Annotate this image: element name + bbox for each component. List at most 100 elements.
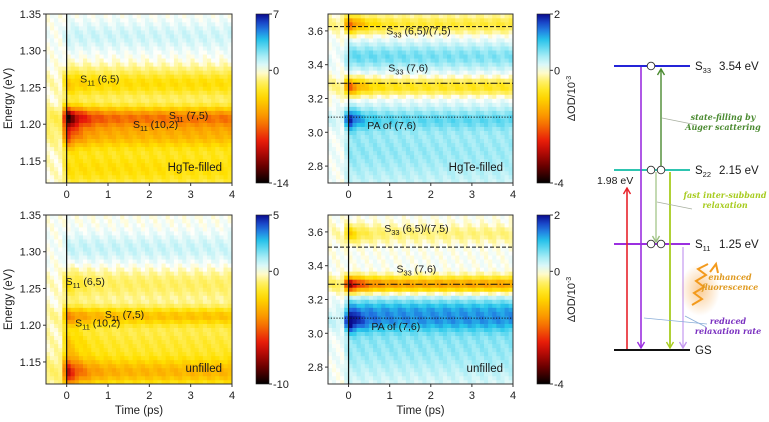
heatmap-cell <box>70 271 76 276</box>
heatmap-cell <box>455 94 460 99</box>
heatmap-cell <box>132 45 138 51</box>
heatmap-cell <box>49 339 55 345</box>
heatmap-cell <box>124 62 129 67</box>
heatmap-cell <box>95 311 101 316</box>
heatmap-cell <box>328 82 333 87</box>
heatmap-cell <box>186 14 191 19</box>
heatmap-cell <box>103 14 109 19</box>
heatmap-cell <box>190 41 196 47</box>
heatmap-cell <box>66 234 72 240</box>
heatmap-cell <box>508 106 513 111</box>
heatmap-cell <box>393 50 399 55</box>
heatmap-cell <box>344 122 349 127</box>
heatmap-cell <box>202 45 208 51</box>
heatmap-cell <box>475 94 481 99</box>
heatmap-cell <box>211 14 216 19</box>
heatmap-cell <box>99 122 105 127</box>
heatmap-cell <box>95 58 101 63</box>
heatmap-cell <box>62 178 67 183</box>
heatmap-cell <box>83 166 88 172</box>
heatmap-cell <box>418 66 423 71</box>
heatmap-cell <box>455 162 460 168</box>
heatmap-cell <box>132 242 138 248</box>
heatmap-cell <box>107 351 113 357</box>
heatmap-cell <box>364 130 370 136</box>
heatmap-cell <box>83 74 88 79</box>
heatmap-cell <box>95 130 101 136</box>
heatmap-cell <box>49 158 55 164</box>
heatmap-cell <box>49 130 55 136</box>
heatmap-cell <box>62 154 67 160</box>
heatmap-cell <box>91 327 96 332</box>
heatmap-cell <box>336 122 341 127</box>
heatmap-cell <box>157 110 163 115</box>
heatmap-cell <box>360 14 366 19</box>
heatmap-cell <box>62 82 67 87</box>
heatmap-cell <box>368 41 374 47</box>
heatmap-cell <box>356 50 362 55</box>
heatmap-cell <box>352 62 358 67</box>
heatmap-cell <box>165 90 171 95</box>
heatmap-cell <box>58 126 63 131</box>
heatmap-cell <box>410 82 415 87</box>
heatmap-cell <box>62 122 67 127</box>
heatmap-cell <box>145 367 150 373</box>
heatmap-cell <box>447 174 452 180</box>
heatmap-cell <box>120 29 125 35</box>
heatmap-cell <box>78 54 84 59</box>
heatmap-cell <box>451 86 456 91</box>
heatmap-cell <box>405 90 411 95</box>
heatmap-cell <box>393 14 399 19</box>
heatmap-cell <box>136 170 142 176</box>
heatmap-cell <box>364 41 370 47</box>
heatmap-cell <box>132 339 138 345</box>
heatmap-cell <box>377 122 382 127</box>
heatmap-cell <box>173 50 179 55</box>
heatmap-cell <box>389 102 395 107</box>
heatmap-cell <box>99 242 105 248</box>
heatmap-cell <box>430 134 436 140</box>
heatmap-cell <box>484 78 489 83</box>
heatmap-cell <box>120 295 125 300</box>
heatmap-cell <box>136 106 142 111</box>
heatmap-cell <box>356 130 362 136</box>
heatmap-cell <box>83 351 88 357</box>
heatmap-cell <box>207 150 212 156</box>
heatmap-cell <box>405 45 411 51</box>
heatmap-cell <box>393 98 399 103</box>
heatmap-cell <box>418 25 423 31</box>
colorbar-label-base: ΔOD/10 <box>566 82 578 121</box>
heatmap-cell <box>190 14 196 19</box>
heatmap-cell <box>91 66 96 71</box>
heatmap-cell <box>132 21 138 27</box>
heatmap-cell <box>194 122 200 127</box>
heatmap-cell <box>211 70 216 75</box>
heatmap-cell <box>107 37 113 43</box>
heatmap-cell <box>344 178 349 183</box>
heatmap-cell <box>344 130 349 136</box>
heatmap-cell <box>111 70 117 75</box>
heatmap-cell <box>364 54 370 59</box>
heatmap-cell <box>78 331 84 337</box>
heatmap-cell <box>165 58 171 63</box>
heatmap-cell <box>211 98 216 103</box>
heatmap-cell <box>223 82 229 87</box>
heatmap-cell <box>62 363 67 369</box>
heatmap-cell <box>455 150 460 156</box>
heatmap-cell <box>140 283 146 288</box>
heatmap-cell <box>120 347 125 353</box>
heatmap-cell <box>377 17 382 23</box>
heatmap-cell <box>182 150 187 156</box>
heatmap-cell <box>83 110 88 115</box>
heatmap-cell <box>488 162 493 168</box>
heatmap-cell <box>442 14 448 19</box>
heatmap-cell <box>190 154 196 160</box>
heatmap-cell <box>83 25 88 31</box>
heatmap-cell <box>95 315 101 320</box>
heatmap-cell <box>447 33 452 39</box>
heatmap-cell <box>173 118 179 123</box>
heatmap-cell <box>54 259 59 264</box>
heatmap-cell <box>62 25 67 31</box>
heatmap-cell <box>492 74 497 79</box>
heatmap-cell <box>107 70 113 75</box>
